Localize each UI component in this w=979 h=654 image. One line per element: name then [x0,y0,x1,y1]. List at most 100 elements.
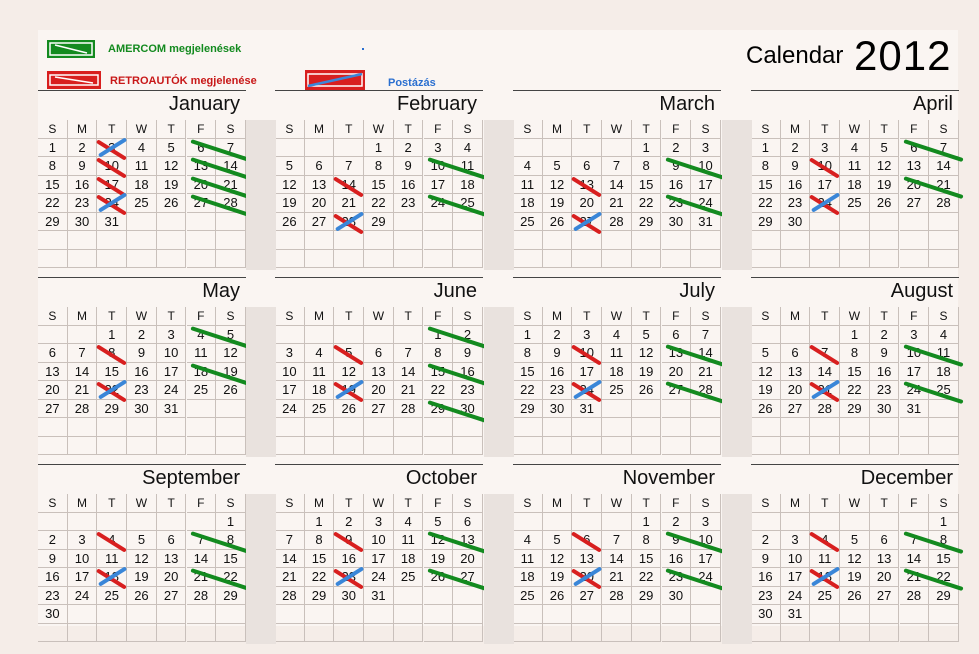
day-cell: 14 [899,549,930,568]
empty-cell [186,212,217,231]
day-cell: 15 [216,549,246,568]
day-cell: 2 [393,138,424,157]
day-cell: 9 [127,344,157,363]
weekday-header: F [899,307,930,326]
empty-cell [572,436,603,455]
weekday-header: S [751,307,781,326]
day-cell: 3 [780,531,811,550]
day-cell: 6 [364,344,394,363]
day-cell: 23 [869,381,900,400]
empty-cell [216,436,246,455]
day-cell: 5 [156,138,187,157]
day-cell: 6 [572,157,603,176]
empty-cell [751,418,781,437]
weekday-header: F [186,307,217,326]
dot [362,48,364,50]
empty-cell [334,231,365,250]
empty-cell [453,249,483,268]
month-name: December [860,467,953,489]
empty-cell [572,138,603,157]
empty-cell [423,605,454,624]
empty-cell [38,231,68,250]
empty-cell [127,418,157,437]
day-cell: 3 [156,325,187,344]
day-cell: 17 [364,549,394,568]
day-cell: 18 [840,175,870,194]
day-cell: 4 [929,325,959,344]
empty-cell [810,623,841,642]
day-cell: 8 [840,344,870,363]
day-cell: 2 [67,138,98,157]
empty-cell [780,418,811,437]
day-cell: 3 [572,325,603,344]
day-cell: 1 [631,512,662,531]
day-cell: 15 [631,175,662,194]
month-october: OctoberSMTWTFS12345678910111213141516171… [275,464,488,651]
day-cell: 20 [780,381,811,400]
empty-cell [780,249,811,268]
empty-cell [572,605,603,624]
day-cell: 18 [929,362,959,381]
empty-cell [156,249,187,268]
empty-cell [423,436,454,455]
empty-cell [216,418,246,437]
empty-cell [67,249,98,268]
empty-cell [393,231,424,250]
weekday-header: T [631,307,662,326]
weekday-header: T [97,307,128,326]
day-cell: 23 [67,194,98,213]
empty-cell [334,623,365,642]
day-cell: 7 [602,157,632,176]
weekday-header: T [572,120,603,139]
day-cell: 28 [393,399,424,418]
empty-cell [929,623,959,642]
retro-swatch [47,71,101,89]
day-cell: 10 [364,531,394,550]
empty-cell [572,512,603,531]
empty-cell [751,436,781,455]
empty-cell [275,418,305,437]
empty-cell [216,231,246,250]
day-cell: 1 [929,512,959,531]
amercom-swatch [47,40,95,58]
day-cell: 26 [869,194,900,213]
day-cell: 22 [423,381,454,400]
day-cell: 18 [304,381,335,400]
day-cell: 9 [38,549,68,568]
empty-cell [156,512,187,531]
day-cell: 21 [691,362,721,381]
empty-cell [542,249,573,268]
day-cell: 14 [929,157,959,176]
day-cell: 15 [364,175,394,194]
empty-cell [751,512,781,531]
empty-cell [899,231,930,250]
empty-cell [751,325,781,344]
day-cell: 13 [364,362,394,381]
weekday-header: T [869,494,900,513]
column-gutter [484,307,514,457]
empty-cell [216,605,246,624]
day-cell: 22 [38,194,68,213]
empty-cell [869,418,900,437]
empty-cell [186,249,217,268]
empty-cell [572,623,603,642]
grid-line [751,90,959,91]
day-cell: 25 [602,381,632,400]
day-cell: 29 [840,399,870,418]
day-cell: 30 [780,212,811,231]
legend: AMERCOM megjelenések RETROAUTÓK megjelen… [0,0,979,90]
weekday-header: S [691,120,721,139]
empty-cell [275,605,305,624]
day-cell: 4 [513,157,543,176]
empty-cell [899,623,930,642]
weekday-header: W [364,307,394,326]
day-cell: 1 [38,138,68,157]
weekday-header: S [38,120,68,139]
empty-cell [691,586,721,605]
day-cell: 29 [513,399,543,418]
day-cell: 13 [899,157,930,176]
empty-cell [810,436,841,455]
day-cell: 1 [513,325,543,344]
empty-cell [513,605,543,624]
empty-cell [513,623,543,642]
